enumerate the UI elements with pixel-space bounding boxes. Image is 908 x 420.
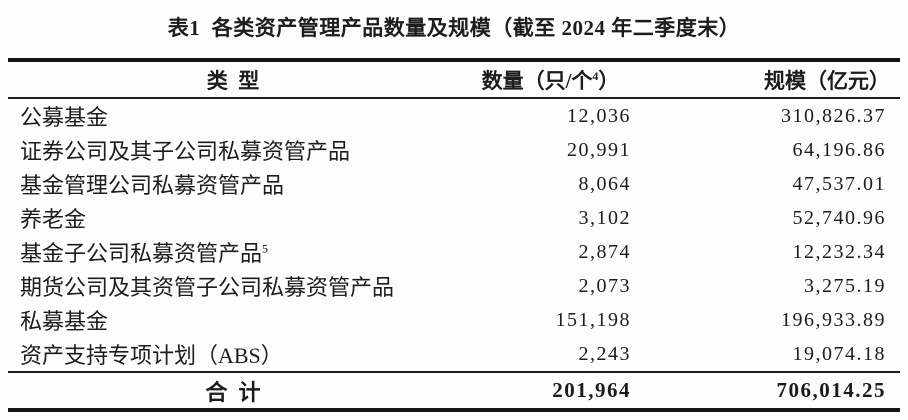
row-scale: 64,196.86: [792, 138, 886, 161]
row-type: 资产支持专项计划（ABS）: [20, 343, 283, 368]
row-scale: 12,232.34: [792, 240, 886, 263]
total-label: 合 计: [205, 379, 261, 405]
row-type-cell: 公募基金: [8, 98, 458, 133]
row-quantity: 12,036: [567, 104, 631, 127]
row-quantity: 8,064: [578, 172, 631, 195]
row-type-cell: 基金管理公司私募资管产品: [8, 167, 458, 201]
col-header-scale: 规模（亿元）: [764, 68, 890, 93]
total-quantity: 201,964: [552, 378, 631, 402]
row-quantity: 20,991: [567, 138, 631, 161]
row-type: 私募基金: [20, 309, 109, 334]
col-header-type: 类 型: [206, 68, 260, 93]
row-type: 养老金: [20, 207, 87, 232]
row-quantity: 151,198: [555, 308, 631, 331]
table-row: 基金子公司私募资管产品5 2,874 12,232.34: [8, 235, 900, 269]
row-scale: 196,933.89: [781, 308, 886, 331]
col-header-quantity: 数量（只/个4）: [458, 60, 643, 98]
row-type-cell: 私募基金: [8, 303, 458, 337]
row-quantity: 2,874: [578, 240, 631, 263]
table-row: 公募基金 12,036 310,826.37: [8, 98, 900, 133]
table-row: 私募基金 151,198 196,933.89: [8, 303, 900, 337]
row-quantity: 2,073: [578, 274, 631, 297]
row-type: 基金管理公司私募资管产品: [20, 173, 285, 198]
row-type-cell: 基金子公司私募资管产品5: [8, 235, 458, 269]
header-row: 类 型 数量（只/个4） 规模（亿元）: [8, 60, 900, 98]
row-type: 期货公司及其资管子公司私募资管产品: [20, 275, 395, 300]
row-type: 公募基金: [20, 105, 109, 130]
total-row: 合 计 201,964 706,014.25: [8, 372, 900, 410]
row-type-cell: 养老金: [8, 201, 458, 235]
footnote-marker-5: 5: [262, 241, 269, 256]
table-row: 期货公司及其资管子公司私募资管产品 2,073 3,275.19: [8, 269, 900, 303]
row-scale: 19,074.18: [792, 342, 886, 365]
col-header-quantity-close: ）: [598, 68, 620, 93]
table-row: 基金管理公司私募资管产品 8,064 47,537.01: [8, 167, 900, 201]
row-type: 证券公司及其子公司私募资管产品: [20, 139, 351, 164]
table-row: 证券公司及其子公司私募资管产品 20,991 64,196.86: [8, 133, 900, 167]
row-scale: 52,740.96: [792, 206, 886, 229]
row-type-cell: 期货公司及其资管子公司私募资管产品: [8, 269, 458, 303]
asset-management-products-table: 类 型 数量（只/个4） 规模（亿元） 公募基金 12,036 310,826.…: [8, 58, 900, 412]
table-title: 表1 各类资产管理产品数量及规模（截至 2024 年二季度末）: [167, 16, 741, 40]
row-type-cell: 证券公司及其子公司私募资管产品: [8, 133, 458, 167]
row-quantity: 3,102: [578, 206, 631, 229]
table-row: 资产支持专项计划（ABS） 2,243 19,074.18: [8, 337, 900, 372]
table-body: 公募基金 12,036 310,826.37 证券公司及其子公司私募资管产品 2…: [8, 98, 900, 372]
row-scale: 3,275.19: [804, 274, 886, 297]
footnote-marker-4: 4: [592, 68, 599, 83]
row-type: 基金子公司私募资管产品: [20, 241, 263, 266]
row-quantity: 2,243: [578, 342, 631, 365]
col-header-quantity-text: 数量（只/个: [481, 68, 593, 93]
total-scale: 706,014.25: [776, 378, 886, 402]
row-scale: 47,537.01: [792, 172, 886, 195]
row-scale: 310,826.37: [781, 104, 886, 127]
row-type-cell: 资产支持专项计划（ABS）: [8, 337, 458, 372]
table-row: 养老金 3,102 52,740.96: [8, 201, 900, 235]
